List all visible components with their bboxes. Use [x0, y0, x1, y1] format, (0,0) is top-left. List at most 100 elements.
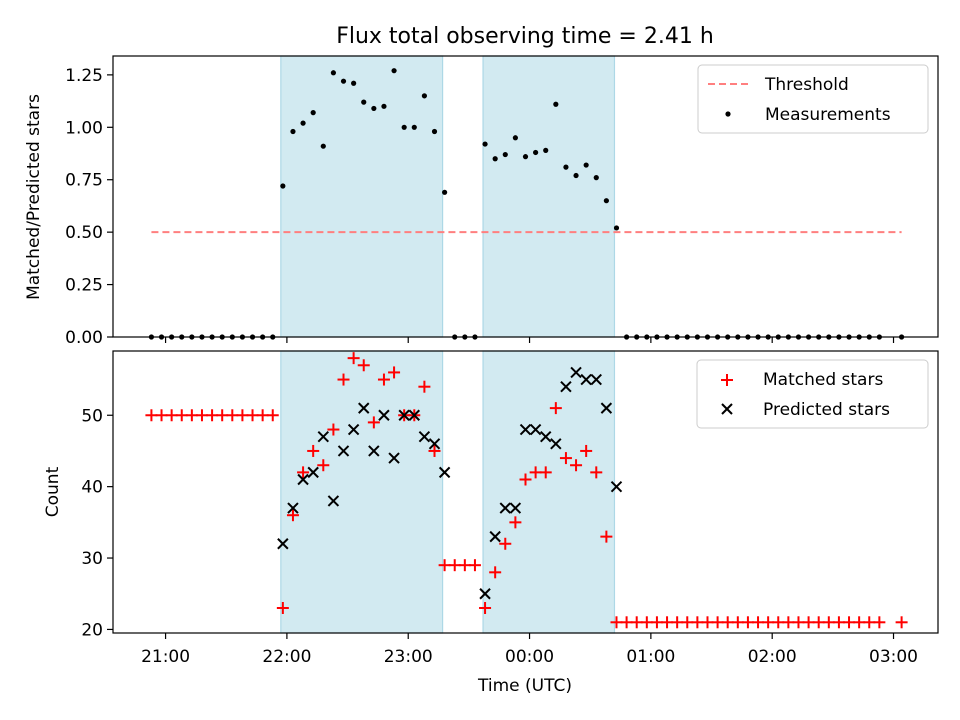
- measurement-point: [533, 149, 539, 156]
- predicted-star-point: [408, 409, 420, 421]
- matched-star-point: [256, 409, 269, 422]
- matched-star-point: [175, 409, 188, 422]
- top-legend: Threshold Measurements: [697, 64, 929, 134]
- top-shaded-intervals: [280, 55, 616, 338]
- predicted-marker-b: [428, 438, 441, 450]
- matched-star-point: [549, 402, 562, 415]
- matched-star-point: [276, 602, 289, 615]
- matched-star-point: [610, 616, 623, 629]
- observing-window-1: [280, 55, 444, 338]
- predicted-star-point: [358, 402, 370, 414]
- predicted-marker-b: [297, 473, 309, 486]
- matched-star-point: [155, 409, 168, 422]
- measurement-point: [543, 147, 549, 153]
- matched-star-point: [226, 409, 239, 422]
- predicted-star-point: [479, 588, 491, 600]
- chart-title: Flux total observing time = 2.41 h: [336, 24, 714, 49]
- predicted-marker-b: [307, 466, 319, 479]
- matched-star-point: [216, 409, 229, 422]
- matched-star-point: [782, 616, 795, 629]
- measurement-point: [431, 128, 438, 135]
- measurement-point: [563, 164, 569, 170]
- predicted-star-point: [580, 373, 592, 386]
- bottom-panel: 20 30 40 50 21:00 22:00 23:00 00:00 01:00 02:00 0…: [43, 350, 939, 696]
- predicted-marker-b: [600, 402, 613, 414]
- predicted-marker-b: [550, 438, 562, 450]
- predicted-marker-b: [580, 373, 592, 386]
- y-tick-label: 1.00: [65, 118, 103, 138]
- matched-star-point: [843, 616, 856, 629]
- matched-star-point: [741, 616, 754, 629]
- bottom-y-label: Count: [43, 466, 63, 517]
- bottom-series: [145, 352, 908, 629]
- predicted-star-point: [438, 466, 451, 479]
- measurement-point: [421, 93, 427, 99]
- x-tick-label: 21:00: [141, 647, 190, 667]
- matched-star-point: [661, 616, 674, 629]
- predicted-marker-b: [540, 430, 552, 443]
- predicted-star-point: [378, 409, 390, 421]
- matched-star-point: [297, 466, 310, 479]
- matched-star-point: [165, 409, 178, 422]
- measurement-point: [492, 156, 498, 162]
- predicted-star-point: [499, 502, 511, 514]
- observing-window-2: [482, 350, 616, 634]
- predicted-star-point: [297, 473, 309, 486]
- y-tick-label: 0.25: [65, 276, 103, 296]
- predicted-star-point: [489, 530, 501, 543]
- matched-star-point: [772, 616, 785, 629]
- top-axes-frame: [112, 55, 939, 338]
- matched-star-point: [145, 409, 158, 422]
- predicted-marker-b: [489, 530, 501, 543]
- predicted-marker-b: [347, 423, 360, 436]
- matched-star-point: [266, 409, 279, 422]
- x-axis-label: Time (UTC): [477, 676, 572, 696]
- top-series: [148, 68, 905, 340]
- matched-star-point: [317, 459, 330, 472]
- matched-star-point: [620, 616, 633, 629]
- predicted-marker-b: [378, 409, 390, 421]
- matched-star-point: [185, 409, 198, 422]
- measurement-point: [613, 225, 620, 231]
- matched-star-point: [895, 616, 908, 629]
- predicted-star-point: [388, 452, 400, 464]
- predicted-marker-b: [337, 445, 350, 457]
- matched-star-point: [630, 616, 643, 629]
- bottom-x-axis: 21:00 22:00 23:00 00:00 01:00 02:00 03:00: [141, 633, 918, 667]
- y-tick-label: 40: [81, 478, 103, 498]
- y-tick-label: 0.50: [65, 223, 103, 243]
- threshold-legend-label: Threshold: [764, 75, 849, 95]
- predicted-star-point: [277, 538, 289, 550]
- matched-star-point: [650, 616, 663, 629]
- predicted-star-point: [337, 445, 350, 457]
- matched-star-point: [246, 409, 259, 422]
- predicted-star-point: [570, 366, 582, 379]
- predicted-marker-b: [560, 380, 572, 393]
- predicted-star-point: [428, 438, 441, 450]
- matched-star-point: [367, 416, 380, 429]
- matched-star-point: [286, 509, 299, 522]
- predicted-marker-b: [358, 402, 370, 414]
- predicted-marker-b: [408, 409, 420, 421]
- predicted-marker-b: [277, 538, 289, 550]
- matched-star-point: [792, 616, 805, 629]
- predicted-star-point: [418, 430, 431, 443]
- predicted-marker-b: [479, 588, 491, 600]
- measurement-point: [401, 124, 407, 130]
- predicted-star-point: [600, 402, 613, 414]
- matched-star-point: [580, 444, 593, 457]
- matched-star-point: [388, 366, 401, 379]
- measurement-point: [361, 99, 367, 105]
- measurement-point: [320, 143, 326, 149]
- predicted-star-point: [529, 423, 542, 436]
- predicted-star-point: [519, 423, 532, 436]
- x-tick-label: 02:00: [748, 647, 797, 667]
- matched-star-point: [428, 444, 441, 457]
- x-tick-label: 01:00: [626, 647, 675, 667]
- matched-star-point: [832, 616, 845, 629]
- predicted-star-point: [368, 445, 380, 457]
- predicted-marker-b: [388, 452, 400, 464]
- matched-star-point: [681, 616, 694, 629]
- x-tick-label: 23:00: [384, 647, 433, 667]
